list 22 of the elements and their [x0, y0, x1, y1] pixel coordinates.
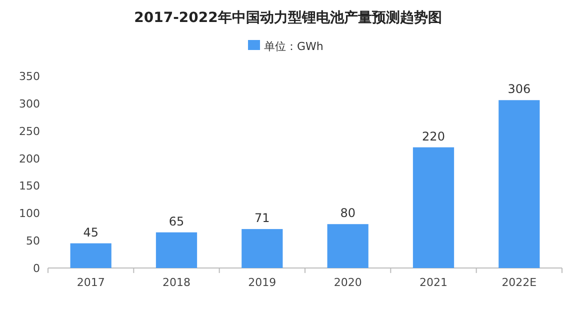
data-label: 65: [168, 214, 184, 228]
ytick: 50: [26, 234, 40, 248]
ytick: 300: [19, 97, 40, 110]
ytick: 200: [19, 152, 40, 166]
legend-label: 单位：GWh: [264, 40, 324, 53]
data-label: 80: [340, 206, 356, 220]
data-label: 71: [254, 211, 270, 226]
data-label: 45: [83, 225, 98, 240]
xtick: 2018: [162, 276, 190, 289]
ytick: 250: [19, 124, 40, 138]
title: 2017-2022年中国动力型锂电池产量预测趋势图: [134, 10, 442, 26]
xtick: 2020: [334, 276, 362, 289]
xtick: 2022E: [502, 276, 537, 289]
xtick: 2019: [248, 276, 276, 289]
ytick: 100: [19, 207, 40, 220]
ytick: 150: [19, 180, 40, 193]
data-label: 306: [508, 82, 531, 96]
data-label: 220: [422, 129, 445, 144]
ytick: 350: [19, 70, 40, 83]
xtick: 2021: [420, 276, 448, 289]
xtick: 2017: [76, 276, 105, 289]
ytick: 0: [33, 262, 40, 275]
